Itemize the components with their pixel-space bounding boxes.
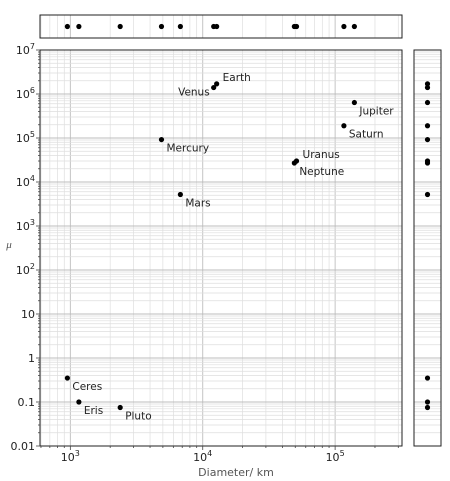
marginal-x-point-mercury <box>158 23 165 30</box>
y-tick-label: 10 <box>21 308 35 321</box>
right-marginal-frame <box>413 49 442 447</box>
marginal-x-point-ceres <box>64 23 70 30</box>
point-label-saturn: Saturn <box>349 129 384 141</box>
y-tick-label: 1 <box>28 352 35 365</box>
marginal-x-point-eris <box>76 23 82 30</box>
marginal-top-plot <box>64 23 357 30</box>
y-tick-label: 0.1 <box>18 396 36 409</box>
point-ceres <box>64 375 70 381</box>
point-venus <box>211 84 217 91</box>
marginal-y-point-jupiter <box>424 99 431 106</box>
point-mars <box>177 191 183 198</box>
point-label-venus: Venus <box>178 87 210 99</box>
marginal-y-point-uranus <box>424 158 431 164</box>
marginal-x-point-pluto <box>117 23 123 30</box>
point-labels: Ceres Eris Pluto Mercury Mars Venus Earth Neptu… <box>72 72 394 423</box>
marginal-x-point-uranus <box>293 23 300 30</box>
marginal-y-point-saturn <box>424 123 431 129</box>
marginal-x-point-mars <box>177 23 183 30</box>
point-label-earth: Earth <box>223 72 251 84</box>
marginal-y-point-mars <box>424 191 431 198</box>
point-label-uranus: Uranus <box>303 149 340 161</box>
point-label-jupiter: Jupiter <box>358 106 394 118</box>
x-tick-label: 103 <box>61 449 80 464</box>
point-uranus <box>293 158 300 164</box>
y-tick-label: 104 <box>16 174 35 189</box>
point-label-pluto: Pluto <box>125 410 151 422</box>
point-jupiter <box>351 99 357 106</box>
y-tick-label: 107 <box>16 42 35 57</box>
x-axis-label: Diameter/ km <box>198 466 274 479</box>
x-tick-label: 104 <box>193 449 212 464</box>
marginal-y-point-venus <box>424 84 431 91</box>
marginal-x-point-jupiter <box>351 23 357 30</box>
marginal-x-point-earth <box>214 23 220 30</box>
top-marginal-frame <box>39 14 403 39</box>
marginal-y-point-eris <box>424 399 431 405</box>
y-tick-label: 103 <box>16 218 35 233</box>
point-saturn <box>341 123 347 129</box>
marginal-y-point-earth <box>424 81 431 87</box>
y-axis-label: μ <box>5 239 12 251</box>
point-pluto <box>117 404 123 411</box>
point-eris <box>76 399 82 405</box>
marginal-x-point-saturn <box>341 23 347 30</box>
point-label-ceres: Ceres <box>72 381 102 393</box>
marginal-y-point-pluto <box>424 404 431 411</box>
axis-ticks: 0.01 0.1 1 10 102 103 104 105 106 107 103 104 105 <box>11 42 399 464</box>
point-label-mars: Mars <box>185 197 210 209</box>
marginal-y-point-mercury <box>424 136 431 143</box>
point-label-neptune: Neptune <box>299 166 344 178</box>
point-label-eris: Eris <box>84 405 103 417</box>
data-points <box>64 81 357 411</box>
point-label-mercury: Mercury <box>166 143 209 155</box>
marginal-y-point-ceres <box>424 375 431 381</box>
y-tick-label: 105 <box>16 130 35 145</box>
main-plot-frame <box>39 49 403 447</box>
x-tick-label: 105 <box>326 449 345 464</box>
point-earth <box>214 81 220 87</box>
y-tick-label: 106 <box>16 86 35 101</box>
y-tick-label: 102 <box>16 262 35 277</box>
point-mercury <box>158 136 165 143</box>
plot-frames <box>39 14 442 447</box>
marginal-right-plot <box>424 81 431 411</box>
grid <box>40 15 441 447</box>
y-tick-label: 0.01 <box>11 440 36 453</box>
